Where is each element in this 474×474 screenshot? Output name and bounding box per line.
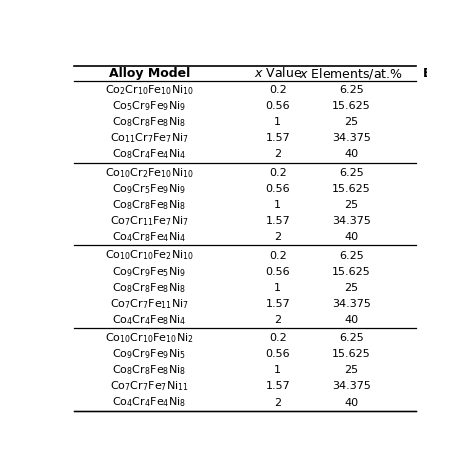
Text: Co$_{8}$Cr$_{8}$Fe$_{8}$Ni$_{8}$: Co$_{8}$Cr$_{8}$Fe$_{8}$Ni$_{8}$ <box>112 198 186 212</box>
Text: 6.25: 6.25 <box>339 251 364 261</box>
Text: Co$_{7}$Cr$_{11}$Fe$_{7}$Ni$_{7}$: Co$_{7}$Cr$_{11}$Fe$_{7}$Ni$_{7}$ <box>110 214 189 228</box>
Text: 40: 40 <box>344 232 358 242</box>
Text: 15.625: 15.625 <box>332 184 371 194</box>
Text: 40: 40 <box>344 149 358 159</box>
Text: 1: 1 <box>274 365 282 375</box>
Text: Co$_{9}$Cr$_{5}$Fe$_{9}$Ni$_{9}$: Co$_{9}$Cr$_{5}$Fe$_{9}$Ni$_{9}$ <box>112 182 186 196</box>
Text: 0.56: 0.56 <box>265 267 290 277</box>
Text: $x$ Value: $x$ Value <box>254 66 302 80</box>
Text: 0.2: 0.2 <box>269 85 287 95</box>
Text: 1: 1 <box>274 117 282 128</box>
Text: 0.2: 0.2 <box>269 251 287 261</box>
Text: Co$_{8}$Cr$_{8}$Fe$_{8}$Ni$_{8}$: Co$_{8}$Cr$_{8}$Fe$_{8}$Ni$_{8}$ <box>112 281 186 295</box>
Text: $x$ Elements/at.%: $x$ Elements/at.% <box>299 66 403 81</box>
Text: 34.375: 34.375 <box>332 299 371 309</box>
Text: 15.625: 15.625 <box>332 349 371 359</box>
Text: Co$_{8}$Cr$_{8}$Fe$_{8}$Ni$_{8}$: Co$_{8}$Cr$_{8}$Fe$_{8}$Ni$_{8}$ <box>112 364 186 377</box>
Text: 0.56: 0.56 <box>265 101 290 111</box>
Text: 2: 2 <box>274 398 282 408</box>
Text: 6.25: 6.25 <box>339 85 364 95</box>
Text: 1: 1 <box>274 283 282 292</box>
Text: 2: 2 <box>274 232 282 242</box>
Text: 0.2: 0.2 <box>269 168 287 178</box>
Text: 34.375: 34.375 <box>332 133 371 143</box>
Text: 1.57: 1.57 <box>265 216 290 226</box>
Text: Co$_{4}$Cr$_{4}$Fe$_{8}$Ni$_{4}$: Co$_{4}$Cr$_{4}$Fe$_{8}$Ni$_{4}$ <box>112 313 186 327</box>
Text: 0.2: 0.2 <box>269 333 287 343</box>
Text: 0.56: 0.56 <box>265 184 290 194</box>
Text: Co$_{9}$Cr$_{9}$Fe$_{9}$Ni$_{5}$: Co$_{9}$Cr$_{9}$Fe$_{9}$Ni$_{5}$ <box>112 347 186 361</box>
Text: 1.57: 1.57 <box>265 133 290 143</box>
Text: Co$_{9}$Cr$_{9}$Fe$_{5}$Ni$_{9}$: Co$_{9}$Cr$_{9}$Fe$_{5}$Ni$_{9}$ <box>112 265 186 279</box>
Text: Co$_{7}$Cr$_{7}$Fe$_{11}$Ni$_{7}$: Co$_{7}$Cr$_{7}$Fe$_{11}$Ni$_{7}$ <box>110 297 189 310</box>
Text: Co$_{11}$Cr$_{7}$Fe$_{7}$Ni$_{7}$: Co$_{11}$Cr$_{7}$Fe$_{7}$Ni$_{7}$ <box>110 131 189 145</box>
Text: 15.625: 15.625 <box>332 101 371 111</box>
Text: Co$_{8}$Cr$_{8}$Fe$_{8}$Ni$_{8}$: Co$_{8}$Cr$_{8}$Fe$_{8}$Ni$_{8}$ <box>112 115 186 129</box>
Text: 2: 2 <box>274 149 282 159</box>
Text: Co$_{7}$Cr$_{7}$Fe$_{7}$Ni$_{11}$: Co$_{7}$Cr$_{7}$Fe$_{7}$Ni$_{11}$ <box>110 380 189 393</box>
Text: 34.375: 34.375 <box>332 382 371 392</box>
Text: 2: 2 <box>274 315 282 325</box>
Text: Co$_{2}$Cr$_{10}$Fe$_{10}$Ni$_{10}$: Co$_{2}$Cr$_{10}$Fe$_{10}$Ni$_{10}$ <box>105 83 194 97</box>
Text: 1.57: 1.57 <box>265 382 290 392</box>
Text: 1: 1 <box>274 200 282 210</box>
Text: Co$_{10}$Cr$_{10}$Fe$_{2}$Ni$_{10}$: Co$_{10}$Cr$_{10}$Fe$_{2}$Ni$_{10}$ <box>105 249 194 263</box>
Text: Co$_{10}$Cr$_{10}$Fe$_{10}$Ni$_{2}$: Co$_{10}$Cr$_{10}$Fe$_{10}$Ni$_{2}$ <box>105 331 194 345</box>
Text: Co$_{10}$Cr$_{2}$Fe$_{10}$Ni$_{10}$: Co$_{10}$Cr$_{2}$Fe$_{10}$Ni$_{10}$ <box>105 166 194 180</box>
Text: Co$_{4}$Cr$_{4}$Fe$_{4}$Ni$_{8}$: Co$_{4}$Cr$_{4}$Fe$_{4}$Ni$_{8}$ <box>112 396 186 410</box>
Text: 25: 25 <box>344 200 358 210</box>
Text: Co$_{5}$Cr$_{9}$Fe$_{9}$Ni$_{9}$: Co$_{5}$Cr$_{9}$Fe$_{9}$Ni$_{9}$ <box>112 100 186 113</box>
Text: 25: 25 <box>344 365 358 375</box>
Text: E: E <box>423 67 431 80</box>
Text: 34.375: 34.375 <box>332 216 371 226</box>
Text: 40: 40 <box>344 315 358 325</box>
Text: 1.57: 1.57 <box>265 299 290 309</box>
Text: 6.25: 6.25 <box>339 333 364 343</box>
Text: Co$_{8}$Cr$_{4}$Fe$_{4}$Ni$_{4}$: Co$_{8}$Cr$_{4}$Fe$_{4}$Ni$_{4}$ <box>112 147 186 161</box>
Text: 6.25: 6.25 <box>339 168 364 178</box>
Text: 25: 25 <box>344 117 358 128</box>
Text: Co$_{4}$Cr$_{8}$Fe$_{4}$Ni$_{4}$: Co$_{4}$Cr$_{8}$Fe$_{4}$Ni$_{4}$ <box>112 230 186 244</box>
Text: 15.625: 15.625 <box>332 267 371 277</box>
Text: 40: 40 <box>344 398 358 408</box>
Text: 25: 25 <box>344 283 358 292</box>
Text: Alloy Model: Alloy Model <box>109 67 190 80</box>
Text: 0.56: 0.56 <box>265 349 290 359</box>
